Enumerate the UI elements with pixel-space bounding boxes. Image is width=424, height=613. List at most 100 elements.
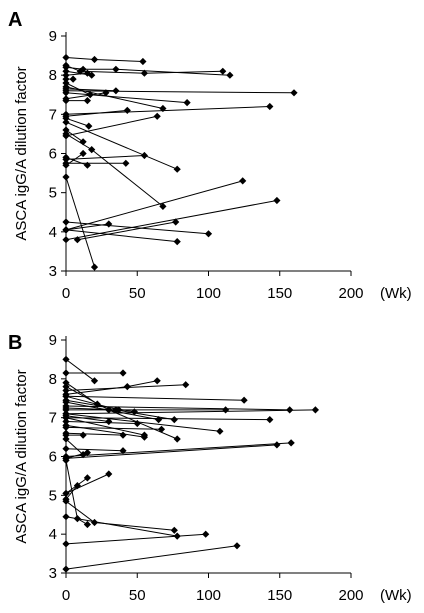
data-point (62, 414, 70, 422)
x-tick-label: 200 (338, 587, 363, 604)
series-line (65, 438, 84, 455)
data-point (159, 104, 167, 113)
data-point (62, 445, 70, 453)
y-axis-title: ASCA igG/A dilution factor (13, 66, 30, 240)
series-line (65, 155, 145, 160)
data-point (204, 230, 213, 238)
y-tick-label: 3 (49, 565, 57, 582)
series-line (65, 133, 164, 207)
series-line (65, 426, 162, 430)
x-axis-unit: (Wk) (380, 285, 412, 302)
series-line (65, 448, 124, 452)
series-line (65, 86, 164, 109)
series-line (65, 229, 178, 243)
data-point (62, 396, 70, 404)
x-axis-unit: (Wk) (380, 587, 412, 604)
data-point (83, 449, 91, 457)
y-tick-label: 5 (49, 185, 57, 202)
data-point (83, 474, 91, 482)
data-point (79, 431, 87, 439)
series-line (65, 415, 109, 422)
data-point (170, 526, 178, 534)
data-point (62, 118, 70, 126)
data-point (85, 122, 93, 130)
data-point (90, 263, 99, 271)
data-point (173, 238, 181, 246)
series-line (77, 221, 176, 241)
data-point (140, 151, 148, 160)
panel-a: A ASCA igG/A dilution factor (Wk) 3 4 5 6 7 8… (8, 9, 412, 302)
data-point (79, 65, 87, 73)
data-point (119, 431, 127, 439)
panel-label: B (8, 332, 22, 354)
data-point (239, 177, 247, 185)
data-point (62, 67, 70, 75)
data-point (62, 83, 70, 91)
data-point (93, 400, 101, 408)
y-tick-label: 7 (49, 410, 57, 427)
data-point (287, 439, 295, 447)
data-point (202, 530, 210, 538)
data-point (112, 406, 120, 414)
data-point (62, 497, 70, 505)
data-point (90, 377, 99, 385)
series-line (65, 109, 128, 117)
data-point (62, 392, 70, 400)
y-tick-label: 6 (49, 449, 57, 466)
data-point (173, 435, 181, 443)
data-point (140, 433, 148, 441)
series-line (65, 401, 159, 421)
data-point (62, 89, 70, 97)
data-point (62, 226, 70, 234)
data-point (62, 173, 70, 181)
y-tick-label: 7 (49, 106, 57, 123)
data-point (62, 489, 70, 497)
series-line (65, 545, 238, 570)
x-tick-label: 100 (196, 285, 221, 302)
data-point (112, 87, 120, 95)
series-line (65, 533, 206, 545)
data-point (216, 427, 224, 435)
x-tick-label: 150 (267, 285, 292, 302)
data-point (155, 416, 163, 424)
y-tick-label: 9 (49, 332, 57, 349)
data-point (62, 404, 70, 412)
data-point (79, 149, 87, 158)
data-point (62, 153, 70, 161)
data-point (133, 419, 141, 428)
data-point (83, 520, 91, 529)
y-tick-label: 5 (49, 487, 57, 504)
data-point (79, 451, 87, 459)
data-point (69, 75, 77, 83)
data-point (159, 202, 167, 210)
data-point (105, 417, 113, 426)
data-point (62, 114, 70, 122)
x-tick-label: 150 (267, 587, 292, 604)
data-point (286, 406, 294, 414)
x-tick-label: 200 (338, 285, 363, 302)
series-line (65, 66, 230, 76)
x-tick-label: 0 (62, 285, 70, 302)
series-line (65, 176, 95, 268)
data-point (273, 196, 281, 205)
series-layer (62, 53, 298, 271)
data-point (62, 423, 70, 431)
data-point (62, 379, 70, 387)
series-line (65, 156, 88, 166)
data-point (311, 406, 319, 414)
series-layer (62, 355, 319, 573)
data-point (112, 65, 120, 73)
data-point (172, 218, 180, 226)
data-point (240, 396, 248, 404)
data-point (122, 159, 130, 167)
data-point (62, 236, 70, 244)
data-point (62, 53, 70, 62)
series-line (65, 200, 277, 241)
data-point (233, 542, 241, 550)
data-point (170, 416, 178, 424)
y-tick-label: 3 (49, 263, 57, 280)
data-point (62, 218, 70, 226)
data-point (62, 386, 70, 395)
panel-label: A (8, 9, 22, 31)
data-point (153, 377, 161, 385)
